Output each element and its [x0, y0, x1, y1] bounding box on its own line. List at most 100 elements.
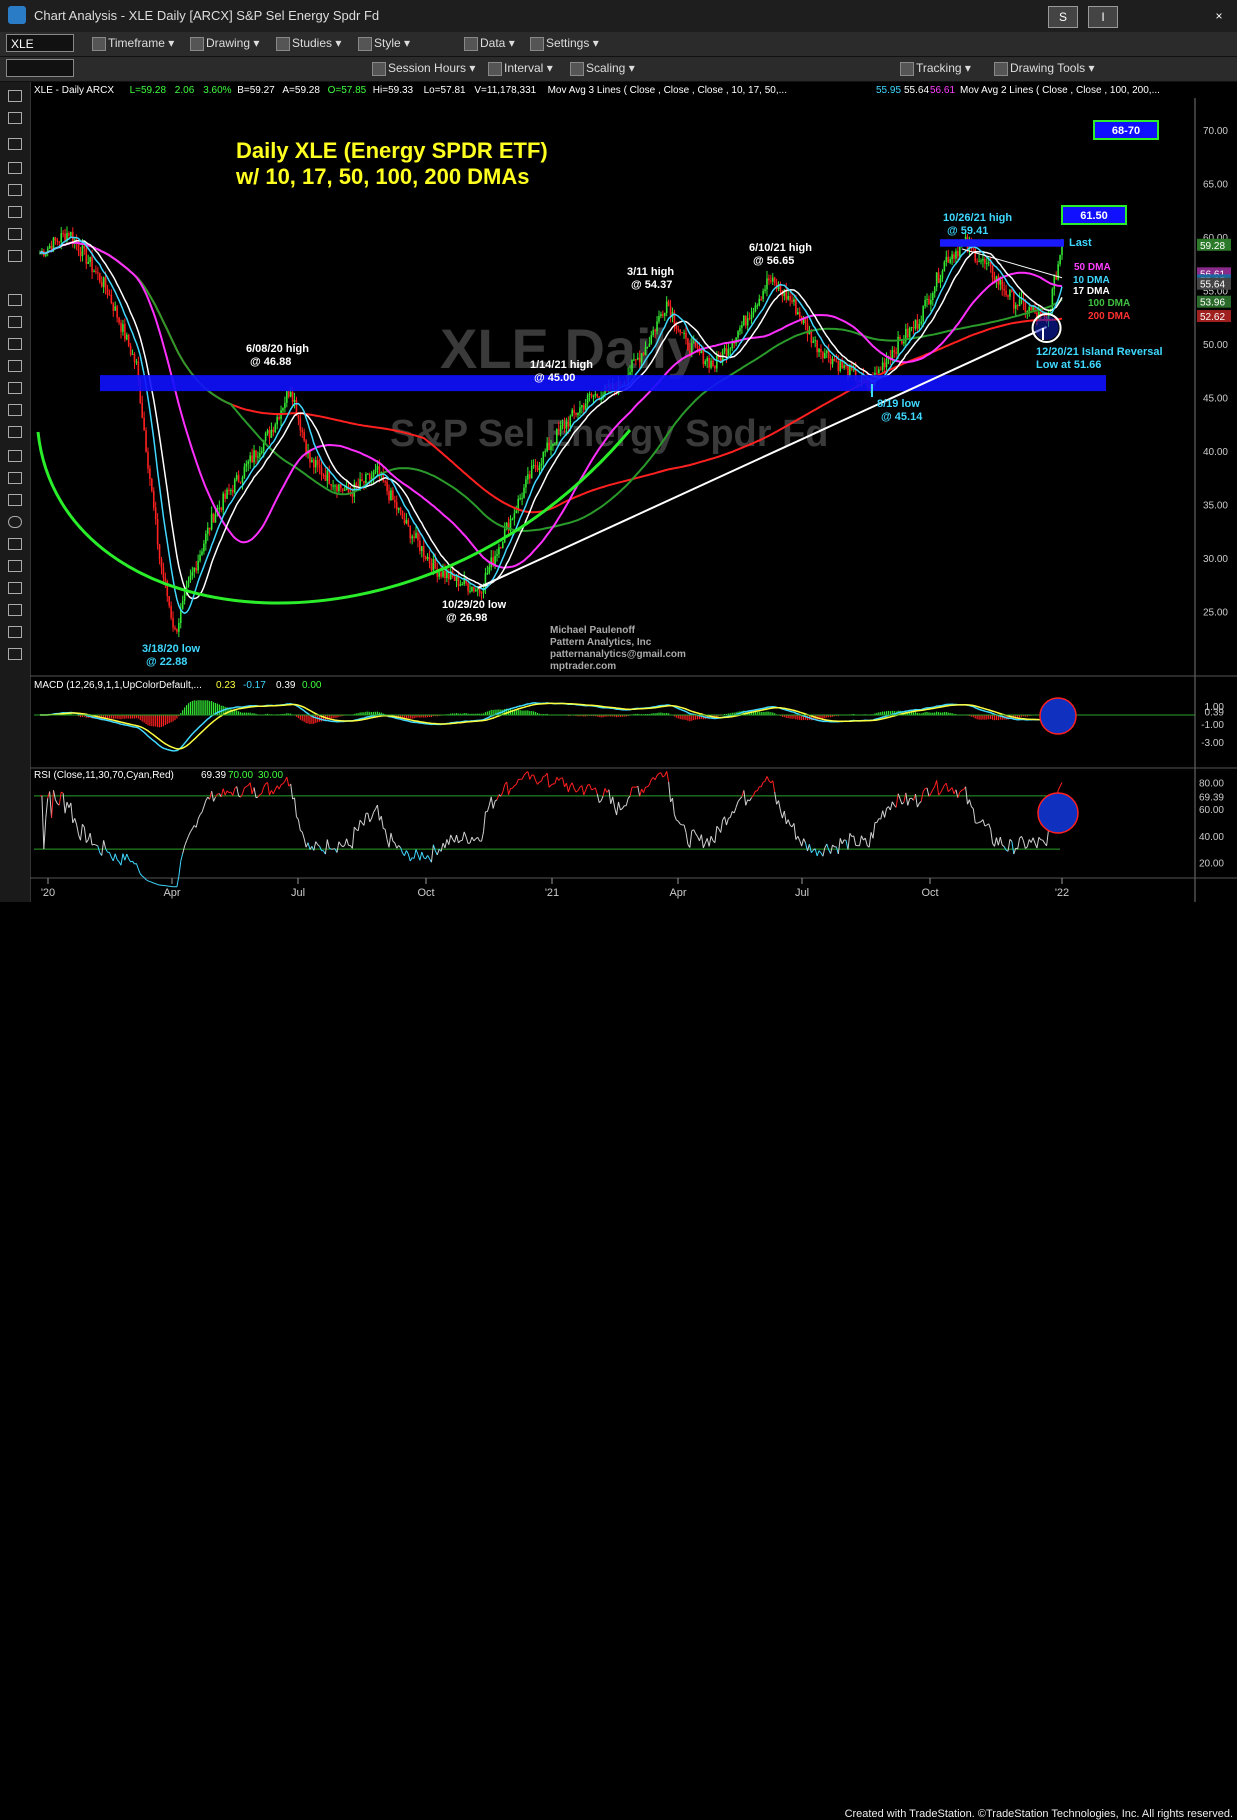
rsi-segment	[233, 788, 235, 795]
candle-body	[886, 359, 888, 368]
candle-body	[247, 461, 249, 463]
rsi-segment	[395, 843, 397, 848]
price-tick-label: 25.00	[1203, 608, 1228, 619]
rsi-segment	[958, 792, 960, 798]
candle-body	[276, 417, 278, 424]
candle-body	[650, 335, 652, 343]
rsi-segment	[996, 838, 998, 846]
rsi-segment	[730, 811, 732, 817]
candle-body	[826, 351, 828, 353]
rsi-segment	[52, 790, 54, 817]
candle-body	[471, 587, 473, 591]
candle-body	[822, 352, 824, 358]
header-field-7: Hi=59.33	[373, 85, 414, 96]
candle-body	[124, 324, 126, 339]
candle-body	[915, 320, 917, 329]
candle-body	[409, 525, 411, 538]
rsi-segment	[262, 787, 264, 793]
candle-body	[400, 508, 402, 511]
rsi-segment	[275, 786, 277, 790]
candle-body	[159, 545, 161, 559]
candle-body	[224, 494, 226, 499]
candle-body	[207, 528, 209, 534]
rsi-segment	[703, 843, 705, 848]
candle-body	[710, 361, 712, 368]
candle-body	[421, 546, 423, 551]
rsi-segment	[214, 797, 216, 801]
rsi-segment	[674, 815, 676, 820]
candle-body	[957, 251, 959, 256]
rsi-segment	[860, 836, 862, 846]
candle-body	[917, 320, 919, 329]
rsi-segment	[669, 782, 671, 802]
candle-body	[533, 465, 535, 466]
candle-body	[1009, 290, 1011, 297]
header-field-3: 3.60%	[203, 85, 231, 96]
candle-body	[479, 589, 481, 593]
rsi-segment	[906, 793, 908, 806]
rsi-segment	[971, 807, 973, 809]
candle-body	[64, 234, 66, 241]
rsi-segment	[622, 806, 624, 809]
rsi-segment	[204, 801, 206, 807]
rsi-segment	[591, 789, 593, 790]
macd-circle	[1040, 698, 1076, 734]
candle-body	[394, 500, 396, 502]
rsi-segment	[75, 818, 77, 824]
candle-body	[944, 262, 946, 271]
rsi-segment	[408, 854, 410, 861]
candle-body	[136, 362, 138, 363]
rsi-segment	[495, 800, 497, 801]
candle-body	[986, 263, 988, 264]
rsi-segment	[574, 788, 576, 792]
candle-body	[58, 242, 60, 243]
rsi-segment	[985, 825, 987, 826]
rsi-segment	[368, 813, 370, 822]
rsi-segment	[613, 797, 615, 808]
rsi-segment	[819, 851, 821, 853]
rsi-segment	[410, 858, 412, 861]
candle-body	[242, 478, 244, 483]
candle-body	[192, 572, 194, 576]
candle-body	[743, 316, 745, 325]
candle-body	[226, 490, 228, 499]
rsi-segment	[555, 777, 557, 783]
rsi-tick: 20.00	[1199, 858, 1224, 869]
candle-body	[182, 601, 184, 609]
candle-body	[502, 542, 504, 548]
rsi-segment	[806, 843, 808, 851]
candle-body	[311, 460, 313, 463]
rsi-segment	[736, 802, 738, 808]
candle-body	[477, 589, 479, 590]
candle-body	[211, 514, 213, 530]
candle-body	[774, 278, 776, 283]
rsi-segment	[487, 805, 489, 811]
rsi-segment	[401, 848, 403, 853]
candle-body	[118, 318, 120, 323]
candle-body	[269, 430, 271, 438]
rsi-segment	[370, 818, 372, 822]
rsi-segment	[46, 798, 48, 818]
candle-body	[658, 316, 660, 321]
candle-body	[141, 403, 143, 418]
candle-body	[375, 470, 377, 473]
candle-body	[529, 474, 531, 478]
candle-body	[525, 479, 527, 487]
candle-body	[265, 433, 267, 440]
candle-body	[251, 455, 253, 462]
rsi-segment	[549, 785, 551, 787]
candle-body	[188, 581, 190, 587]
rsi-segment	[948, 790, 950, 792]
candle-body	[666, 301, 668, 313]
rsi-segment	[840, 838, 842, 843]
rsi-segment	[123, 854, 125, 861]
rsi-segment	[530, 775, 532, 779]
rsi-segment	[661, 773, 663, 777]
candle-body	[926, 299, 928, 300]
candle-body	[768, 278, 770, 280]
macd-label: MACD (12,26,9,1,1,UpColorDefault,...	[34, 680, 202, 691]
rsi-segment	[644, 787, 646, 793]
rsi-segment	[952, 788, 954, 794]
header-field-4: B=59.27	[237, 85, 275, 96]
